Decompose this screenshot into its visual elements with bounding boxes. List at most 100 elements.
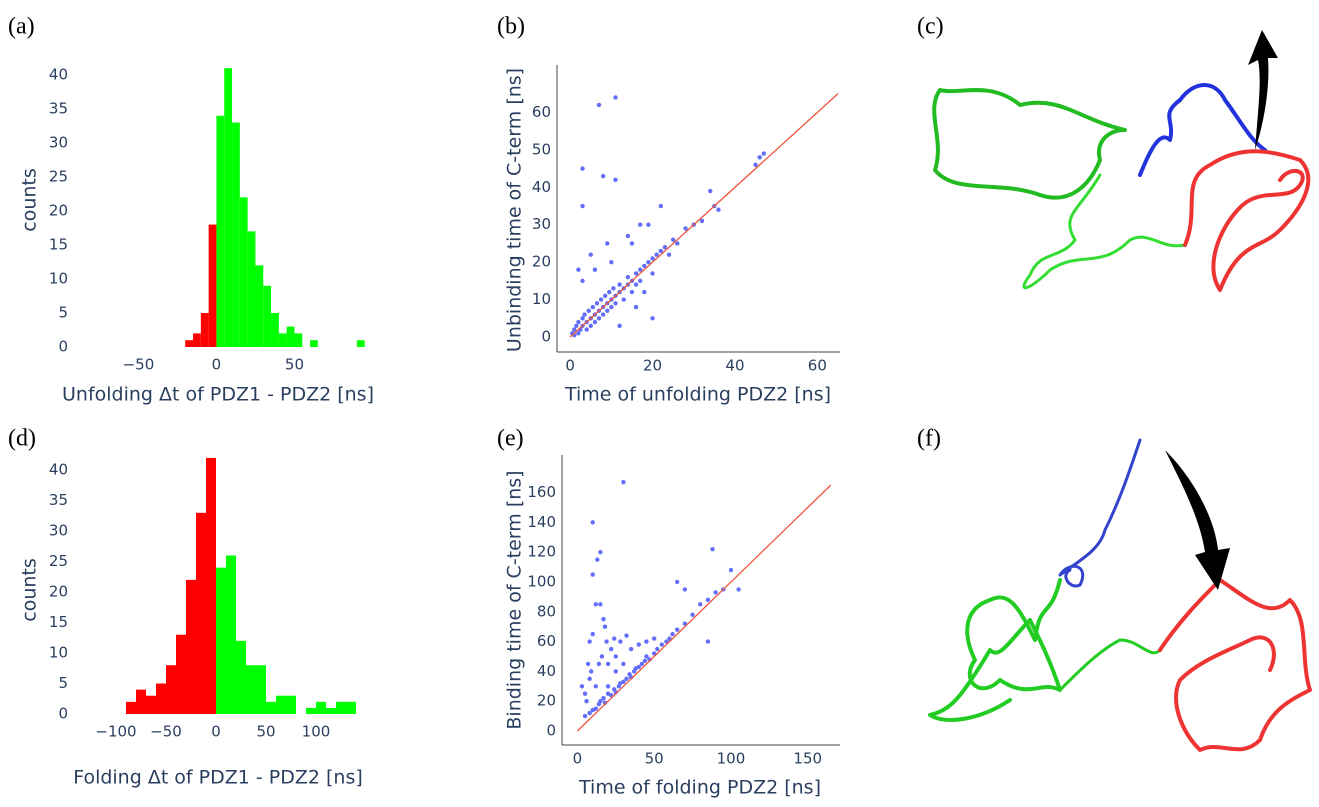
point <box>612 636 617 641</box>
bar <box>146 695 156 714</box>
point <box>644 654 649 659</box>
y-axis-label: counts <box>19 558 41 622</box>
point <box>579 684 585 689</box>
point <box>582 691 588 696</box>
bar <box>247 231 256 347</box>
point <box>705 639 711 644</box>
y-tick-label: 20 <box>49 583 68 601</box>
point <box>753 162 758 168</box>
x-tick-label: −50 <box>123 356 155 374</box>
panel-label: (e) <box>497 426 524 452</box>
y-tick-label: 40 <box>537 662 556 680</box>
point <box>642 658 648 664</box>
point <box>728 567 734 573</box>
y-tick-label: 5 <box>58 674 68 692</box>
point <box>683 226 688 231</box>
point <box>582 713 588 719</box>
point <box>639 661 645 667</box>
point <box>587 676 592 682</box>
bar <box>263 285 272 347</box>
point <box>705 597 711 603</box>
point <box>580 203 585 209</box>
point <box>624 633 629 638</box>
panel-label: (f) <box>917 426 941 452</box>
point <box>650 316 655 321</box>
point <box>698 602 703 607</box>
point <box>587 639 592 644</box>
point <box>658 203 664 209</box>
point <box>598 549 603 555</box>
y-tick-label: 0 <box>541 328 551 346</box>
bar <box>216 115 225 348</box>
point <box>587 710 592 716</box>
point <box>621 661 626 667</box>
point <box>633 304 639 310</box>
x-tick-label: −50 <box>150 723 182 741</box>
y-tick-label: 120 <box>527 543 556 561</box>
bar <box>306 707 316 714</box>
y-tick-label: 0 <box>58 705 68 723</box>
y-tick-label: 80 <box>537 602 556 620</box>
point <box>586 308 591 314</box>
fit-line <box>576 484 832 732</box>
y-tick-label: 10 <box>532 290 551 308</box>
bar <box>276 695 286 714</box>
point <box>613 177 618 183</box>
y-tick-label: 30 <box>532 215 551 233</box>
bar <box>326 707 336 714</box>
point <box>682 587 688 592</box>
point <box>572 327 577 332</box>
point <box>638 222 643 227</box>
point <box>618 639 623 644</box>
x-tick-label: −100 <box>95 723 136 741</box>
point <box>593 602 598 607</box>
point <box>613 301 618 306</box>
y-tick-label: 160 <box>527 483 556 501</box>
point <box>609 259 614 265</box>
point <box>625 233 631 239</box>
point <box>621 479 626 485</box>
point <box>638 267 643 272</box>
point <box>629 289 635 295</box>
point <box>699 218 705 224</box>
point <box>604 639 609 644</box>
y-tick-label: 60 <box>537 632 556 650</box>
x-axis-label: Unfolding Δt of PDZ1 - PDZ2 [ns] <box>62 384 374 406</box>
y-tick-label: 10 <box>49 644 68 662</box>
point <box>605 308 610 314</box>
point <box>590 631 595 637</box>
point <box>650 271 655 276</box>
panel-label: (a) <box>8 14 35 40</box>
y-tick-label: 20 <box>532 253 551 271</box>
point <box>596 661 602 667</box>
point <box>670 631 675 637</box>
point <box>576 267 581 272</box>
x-tick-label: 100 <box>717 750 746 768</box>
point <box>611 286 616 291</box>
point <box>592 267 598 272</box>
y-axis-label: Unbinding time of C-term [ns] <box>504 68 526 352</box>
point <box>629 241 635 246</box>
point <box>666 252 672 257</box>
point <box>582 312 587 317</box>
x-axis-label: Time of unfolding PDZ2 [ns] <box>564 384 831 406</box>
bar <box>356 340 365 347</box>
bar <box>294 333 303 347</box>
y-tick-label: 100 <box>527 572 556 590</box>
point <box>650 256 655 261</box>
point <box>600 173 606 179</box>
point <box>638 278 643 284</box>
point <box>674 627 680 632</box>
point <box>670 237 676 242</box>
point <box>580 166 585 171</box>
panel-label: (d) <box>8 426 36 452</box>
y-tick-label: 0 <box>58 338 68 356</box>
point <box>613 669 618 674</box>
bar <box>216 567 226 714</box>
point <box>585 661 591 667</box>
x-tick-label: 40 <box>725 357 744 375</box>
point <box>624 676 629 682</box>
point <box>588 669 594 674</box>
bar <box>316 701 326 714</box>
bar <box>208 224 217 347</box>
